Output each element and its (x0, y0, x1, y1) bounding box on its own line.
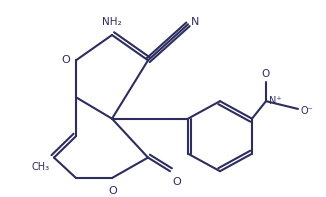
Text: O: O (61, 55, 70, 65)
Text: O: O (262, 69, 270, 79)
Text: O⁻: O⁻ (301, 106, 314, 116)
Text: O: O (172, 177, 181, 187)
Text: O: O (109, 186, 117, 196)
Text: N: N (191, 17, 200, 27)
Text: CH₃: CH₃ (32, 163, 50, 172)
Text: N⁺: N⁺ (269, 96, 282, 106)
Text: NH₂: NH₂ (102, 17, 122, 27)
